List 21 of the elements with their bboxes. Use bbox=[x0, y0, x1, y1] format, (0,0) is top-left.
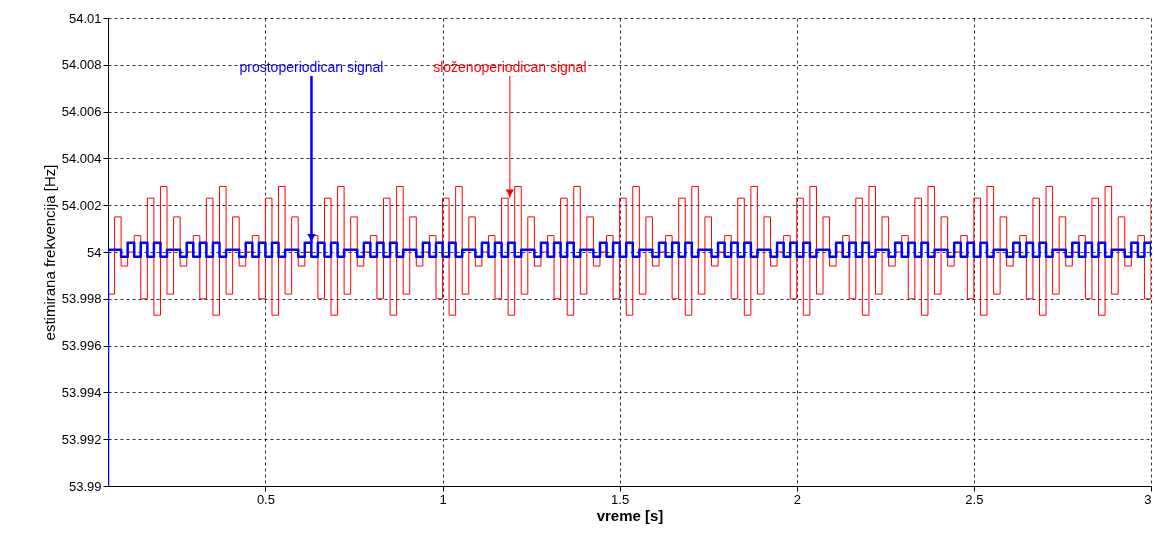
x-axis-title: vreme [s] bbox=[596, 506, 664, 524]
y-tick-label: 53.998 bbox=[61, 291, 102, 307]
y-tick-label: 54 bbox=[87, 244, 102, 260]
y-tick-label: 53.994 bbox=[61, 384, 102, 400]
annotation: složenoperiodican signal bbox=[433, 59, 587, 75]
y-axis-title: estimirana frekvencija [Hz] bbox=[40, 164, 58, 341]
x-tick-label: 3 bbox=[1144, 491, 1152, 507]
y-tick-label: 54.01 bbox=[68, 10, 102, 26]
x-tick-label: 2 bbox=[793, 491, 801, 507]
x-tick-label: 1.5 bbox=[611, 491, 630, 507]
x-tick-label: 0.5 bbox=[256, 491, 275, 507]
y-tick-label: 54.008 bbox=[61, 57, 102, 73]
x-tick-label: 2.5 bbox=[965, 491, 984, 507]
y-tick-label: 54.006 bbox=[61, 104, 102, 120]
y-tick-label: 54.002 bbox=[61, 197, 102, 213]
y-tick-label: 53.996 bbox=[61, 338, 102, 354]
x-tick-label: 1 bbox=[439, 491, 447, 507]
y-tick-label: 53.99 bbox=[68, 478, 102, 494]
annotation: prostoperiodican signal bbox=[239, 59, 384, 75]
y-tick-label: 54.004 bbox=[61, 150, 102, 166]
y-tick-label: 53.992 bbox=[61, 431, 102, 447]
